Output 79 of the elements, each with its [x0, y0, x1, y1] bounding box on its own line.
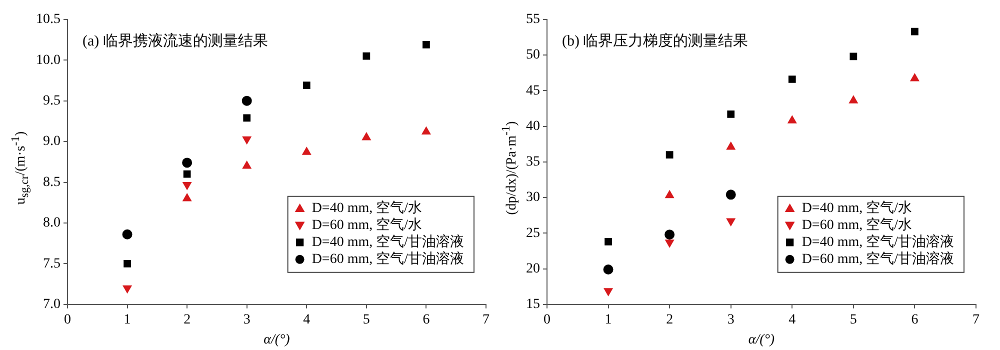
x-tick-label: 0 — [64, 312, 71, 328]
y-tick-label: 45 — [526, 83, 540, 98]
point — [422, 40, 430, 48]
y-tick-label: 50 — [526, 48, 540, 63]
point — [849, 96, 858, 104]
point — [183, 170, 191, 178]
legend-label: D=40 mm, 空气/水 — [312, 200, 422, 216]
point — [362, 52, 370, 60]
point — [122, 229, 132, 240]
x-tick-label: 7 — [972, 312, 980, 328]
legend-label: D=60 mm, 空气/甘油溶液 — [802, 251, 954, 268]
x-tick-label: 6 — [911, 312, 918, 328]
point — [665, 240, 674, 248]
x-axis-title: α/(°) — [264, 332, 290, 348]
y-tick-label: 8.5 — [43, 174, 60, 190]
legend-label: D=60 mm, 空气/水 — [802, 217, 912, 234]
x-tick-label: 3 — [727, 312, 734, 328]
x-tick-label: 0 — [544, 312, 550, 328]
point — [422, 126, 431, 135]
point — [788, 116, 797, 124]
y-tick-label: 7.0 — [43, 297, 60, 312]
point — [666, 151, 674, 158]
point — [604, 288, 613, 296]
text: (b) 临界压力梯度的测量结果 — [562, 32, 748, 50]
point — [243, 114, 251, 122]
x-tick-label: 2 — [184, 312, 191, 328]
x-tick-label: 5 — [362, 312, 370, 328]
y-tick-label: 15 — [526, 297, 540, 312]
legend-label: D=40 mm, 空气/甘油溶液 — [312, 234, 464, 250]
point — [726, 218, 736, 226]
x-tick-label: 1 — [124, 312, 131, 328]
legend-label: D=60 mm, 空气/水 — [312, 217, 422, 234]
y-tick-label: 40 — [526, 118, 540, 134]
point — [242, 96, 252, 106]
x-tick-label: 3 — [243, 312, 250, 328]
y-tick-label: 9.5 — [43, 94, 60, 108]
point — [182, 158, 192, 168]
point — [182, 182, 192, 190]
y-tick-label: 25 — [526, 226, 540, 241]
y-tick-label: 7.5 — [43, 256, 60, 272]
point — [124, 260, 131, 268]
point — [726, 142, 736, 150]
point — [664, 230, 675, 240]
legend-label: D=40 mm, 空气/水 — [802, 200, 912, 216]
point — [302, 147, 312, 155]
y-tick-label: 20 — [526, 261, 540, 276]
x-tick-label: 4 — [303, 312, 310, 328]
legend-label: D=40 mm, 空气/甘油溶液 — [802, 234, 954, 250]
y-tick-label: 35 — [526, 154, 540, 170]
point — [122, 285, 132, 294]
legend-label: D=60 mm, 空气/甘油溶液 — [312, 251, 464, 268]
y-tick-label: 8.0 — [43, 216, 60, 231]
x-axis-title: α/(°) — [748, 332, 775, 348]
point — [604, 238, 612, 246]
point — [603, 264, 614, 274]
point — [726, 190, 736, 200]
y-tick-label: 10.0 — [36, 52, 60, 68]
point — [727, 110, 735, 118]
y-tick-label: 30 — [526, 190, 540, 206]
x-tick-label: 6 — [422, 312, 430, 328]
y-tick-label: 9.0 — [43, 134, 60, 150]
y-tick-label: 55 — [526, 12, 540, 28]
text: (a) 临界携液流速的测量结果 — [82, 32, 268, 50]
point — [788, 76, 796, 83]
point — [665, 190, 674, 198]
point — [182, 194, 192, 202]
point — [850, 52, 858, 60]
x-tick-label: 5 — [850, 312, 857, 328]
point — [911, 28, 918, 36]
point — [242, 160, 252, 169]
point — [910, 74, 920, 82]
point — [242, 136, 252, 144]
x-tick-label: 1 — [604, 312, 612, 328]
point — [302, 82, 310, 90]
y-tick-label: 10.5 — [36, 12, 60, 28]
point — [362, 132, 371, 140]
x-tick-label: 4 — [788, 312, 796, 328]
x-tick-label: 2 — [666, 312, 674, 328]
x-tick-label: 7 — [482, 312, 490, 328]
